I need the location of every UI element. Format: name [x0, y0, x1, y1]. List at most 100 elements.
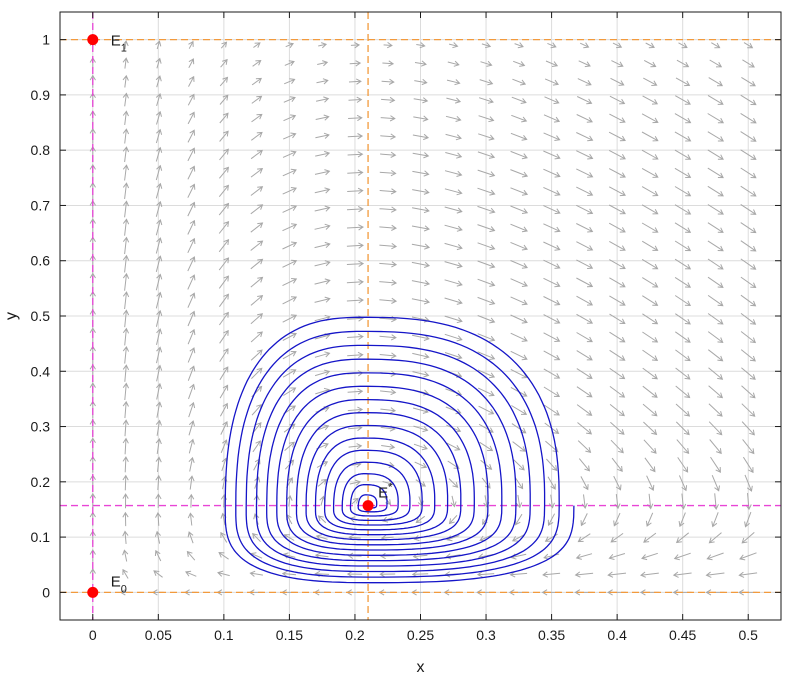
field-arrow-6-18 — [282, 259, 298, 268]
field-arrow-11-6 — [448, 478, 459, 488]
field-arrow-12-24 — [477, 151, 496, 159]
field-arrow-17-14 — [642, 331, 659, 343]
field-arrow-18-24 — [674, 149, 692, 160]
field-arrow-19-5 — [712, 493, 719, 510]
field-arrow-4-11 — [219, 384, 229, 399]
field-arrow-10-13 — [412, 352, 430, 360]
field-arrow-1-17 — [122, 272, 130, 291]
field-arrow-19-24 — [707, 149, 724, 160]
field-arrow-11-15 — [444, 315, 463, 324]
field-arrow-15-28 — [577, 78, 592, 86]
field-arrow-8-22 — [347, 187, 364, 195]
field-arrow-11-25 — [445, 133, 462, 141]
field-arrow-10-30 — [416, 42, 426, 49]
x-tick-label-3: 0.15 — [276, 627, 303, 643]
field-arrow-15-15 — [576, 313, 594, 324]
field-arrow-18-30 — [678, 42, 688, 49]
field-arrow-10-15 — [411, 316, 430, 323]
field-arrow-13-22 — [510, 187, 529, 196]
trajectory-line — [224, 316, 575, 584]
field-arrow-12-6 — [481, 477, 491, 489]
field-arrow-13-17 — [510, 278, 529, 287]
field-arrow-5-13 — [250, 349, 263, 361]
field-arrow-16-29 — [611, 60, 624, 68]
field-arrow-12-27 — [478, 97, 494, 104]
field-arrow-13-16 — [510, 296, 528, 306]
field-arrow-2-18 — [155, 255, 163, 273]
field-arrow-2-28 — [155, 75, 162, 88]
field-arrow-3-16 — [187, 292, 196, 308]
field-arrow-4-30 — [220, 41, 228, 49]
field-arrow-10-20 — [411, 225, 430, 232]
field-arrow-10-9 — [413, 425, 429, 433]
field-arrow-6-12 — [282, 369, 297, 378]
field-arrow-3-21 — [187, 201, 196, 217]
y-tick-label-8: 0.8 — [31, 142, 51, 158]
field-arrow-10-18 — [411, 261, 431, 268]
field-arrow-16-28 — [610, 77, 625, 86]
field-arrow-16-25 — [608, 131, 626, 142]
field-arrow-18-29 — [676, 59, 690, 68]
field-arrow-3-14 — [187, 328, 196, 345]
equilibrium-label-0: E0 — [111, 573, 127, 595]
field-arrow-1-6 — [122, 474, 129, 491]
field-arrow-15-12 — [576, 368, 593, 379]
field-arrow-12-21 — [477, 205, 496, 214]
field-arrow-10-24 — [412, 152, 430, 159]
field-arrow-20-7 — [742, 456, 754, 474]
field-arrow-2-1 — [153, 570, 163, 578]
field-arrow-17-5 — [647, 493, 654, 510]
field-arrow-19-2 — [706, 552, 724, 561]
field-arrow-17-26 — [641, 113, 659, 124]
field-arrow-18-9 — [675, 421, 690, 436]
field-arrow-19-14 — [707, 331, 724, 343]
field-arrow-12-8 — [479, 441, 494, 452]
field-arrow-6-26 — [283, 114, 297, 122]
field-arrow-20-23 — [740, 167, 757, 179]
field-arrow-14-20 — [543, 223, 561, 233]
field-arrow-15-9 — [577, 422, 593, 435]
equilibrium-label-2: E* — [378, 482, 393, 502]
y-axis-label: y — [3, 312, 20, 320]
field-arrow-9-17 — [379, 279, 398, 286]
field-arrow-13-5 — [516, 494, 523, 509]
field-arrow-15-7 — [578, 458, 591, 472]
field-arrow-16-13 — [609, 349, 626, 361]
field-arrow-19-3 — [708, 532, 722, 544]
field-arrow-4-2 — [218, 552, 229, 560]
field-arrow-5-20 — [250, 222, 264, 233]
field-arrow-3-26 — [187, 111, 195, 125]
field-arrow-11-26 — [445, 115, 462, 122]
field-arrow-17-15 — [642, 313, 659, 325]
field-arrow-7-3 — [315, 534, 328, 541]
field-arrow-5-18 — [250, 258, 264, 270]
field-arrow-16-2 — [608, 553, 626, 560]
field-arrow-13-14 — [510, 332, 528, 342]
field-arrow-2-30 — [155, 40, 162, 50]
field-arrow-10-19 — [411, 243, 431, 250]
field-arrow-18-18 — [674, 258, 692, 270]
field-arrow-6-13 — [282, 351, 297, 360]
field-arrow-12-25 — [478, 133, 495, 141]
y-tick-label-5: 0.5 — [31, 308, 51, 324]
field-arrow-4-28 — [219, 76, 229, 87]
field-arrow-9-13 — [379, 352, 397, 359]
field-arrow-5-19 — [250, 240, 264, 251]
field-arrow-11-22 — [444, 188, 463, 196]
field-arrow-11-17 — [444, 279, 463, 287]
field-arrow-2-15 — [155, 309, 163, 327]
field-arrow-3-11 — [188, 383, 196, 400]
field-arrow-12-16 — [477, 296, 496, 306]
field-arrow-17-11 — [642, 385, 658, 398]
field-arrow-6-21 — [282, 205, 298, 213]
field-arrow-3-18 — [187, 256, 196, 272]
field-arrow-7-18 — [314, 260, 331, 267]
field-arrow-10-29 — [414, 60, 427, 67]
field-arrow-6-9 — [283, 423, 296, 433]
field-arrow-5-27 — [251, 95, 263, 104]
field-arrow-3-15 — [187, 310, 196, 327]
y-tick-label-2: 0.2 — [31, 474, 51, 490]
field-arrow-19-7 — [710, 456, 721, 474]
field-arrow-15-11 — [576, 386, 593, 398]
field-arrow-3-28 — [188, 75, 195, 87]
